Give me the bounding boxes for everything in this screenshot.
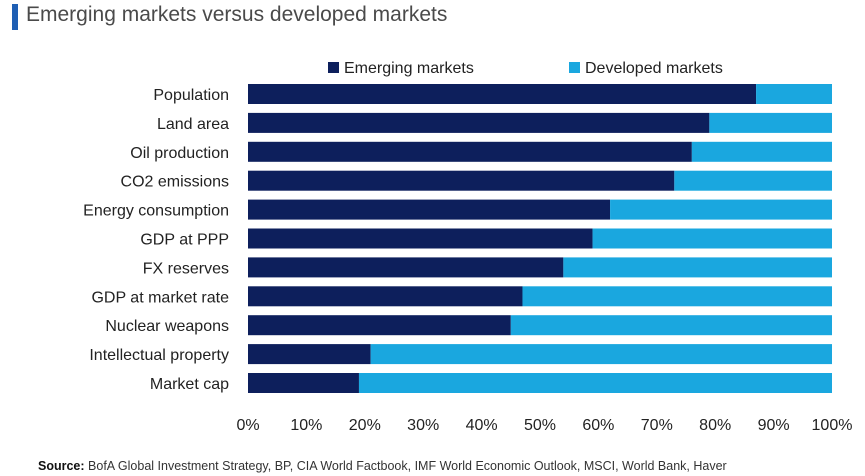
category-label-gdp-at-market-rate: GDP at market rate: [91, 289, 229, 306]
x-tick-label-40: 40%: [466, 417, 498, 434]
source-text: BofA Global Investment Strategy, BP, CIA…: [88, 459, 727, 473]
category-label-intellectual-property: Intellectual property: [89, 347, 229, 364]
chart-title: Emerging markets versus developed market…: [26, 3, 448, 26]
x-tick-label-50: 50%: [524, 417, 556, 434]
x-tick-label-90: 90%: [758, 417, 790, 434]
x-tick-label-10: 10%: [290, 417, 322, 434]
x-tick-label-100: 100%: [812, 417, 853, 434]
category-label-oil-production: Oil production: [130, 145, 229, 162]
category-label-market-cap: Market cap: [150, 376, 229, 393]
x-tick-label-30: 30%: [407, 417, 439, 434]
bar-emerging-markets-gdp-at-ppp: [248, 228, 593, 249]
category-label-fx-reserves: FX reserves: [143, 260, 229, 277]
category-label-energy-consumption: Energy consumption: [83, 203, 229, 220]
bar-developed-markets-gdp-at-ppp: [592, 228, 832, 249]
legend-label-emerging-markets: Emerging markets: [344, 60, 474, 77]
category-label-nuclear-weapons: Nuclear weapons: [105, 318, 229, 335]
bar-emerging-markets-fx-reserves: [248, 257, 564, 278]
bar-emerging-markets-co2-emissions: [248, 170, 675, 191]
bar-emerging-markets-nuclear-weapons: [248, 315, 511, 336]
source-label: Source:: [38, 459, 85, 473]
bar-emerging-markets-gdp-at-market-rate: [248, 286, 523, 307]
bar-developed-markets-gdp-at-market-rate: [522, 286, 832, 307]
bar-developed-markets-fx-reserves: [563, 257, 832, 278]
category-label-gdp-at-ppp: GDP at PPP: [140, 232, 229, 249]
x-tick-label-0: 0%: [236, 417, 259, 434]
bar-emerging-markets-energy-consumption: [248, 199, 611, 220]
bar-developed-markets-nuclear-weapons: [510, 315, 832, 336]
x-tick-label-20: 20%: [349, 417, 381, 434]
x-tick-label-80: 80%: [699, 417, 731, 434]
legend-swatch-developed-markets: [569, 62, 580, 73]
source-note: Source: BofA Global Investment Strategy,…: [38, 459, 727, 473]
bar-developed-markets-population: [756, 84, 832, 104]
category-label-land-area: Land area: [157, 116, 229, 133]
x-tick-label-60: 60%: [582, 417, 614, 434]
bar-emerging-markets-intellectual-property: [248, 344, 371, 365]
legend-label-developed-markets: Developed markets: [585, 60, 723, 77]
bar-developed-markets-land-area: [709, 112, 832, 133]
x-tick-label-70: 70%: [641, 417, 673, 434]
category-label-population: Population: [153, 87, 229, 104]
bar-developed-markets-energy-consumption: [610, 199, 832, 220]
bar-developed-markets-intellectual-property: [370, 344, 832, 365]
bar-emerging-markets-oil-production: [248, 141, 692, 162]
bar-emerging-markets-market-cap: [248, 373, 359, 393]
legend-swatch-emerging-markets: [328, 62, 339, 73]
bar-developed-markets-market-cap: [358, 373, 832, 393]
bar-developed-markets-co2-emissions: [674, 170, 832, 191]
bar-emerging-markets-land-area: [248, 112, 710, 133]
bar-emerging-markets-population: [248, 84, 757, 104]
bar-developed-markets-oil-production: [691, 141, 832, 162]
title-accent-bar: [12, 4, 18, 30]
category-label-co2-emissions: CO2 emissions: [121, 174, 229, 191]
